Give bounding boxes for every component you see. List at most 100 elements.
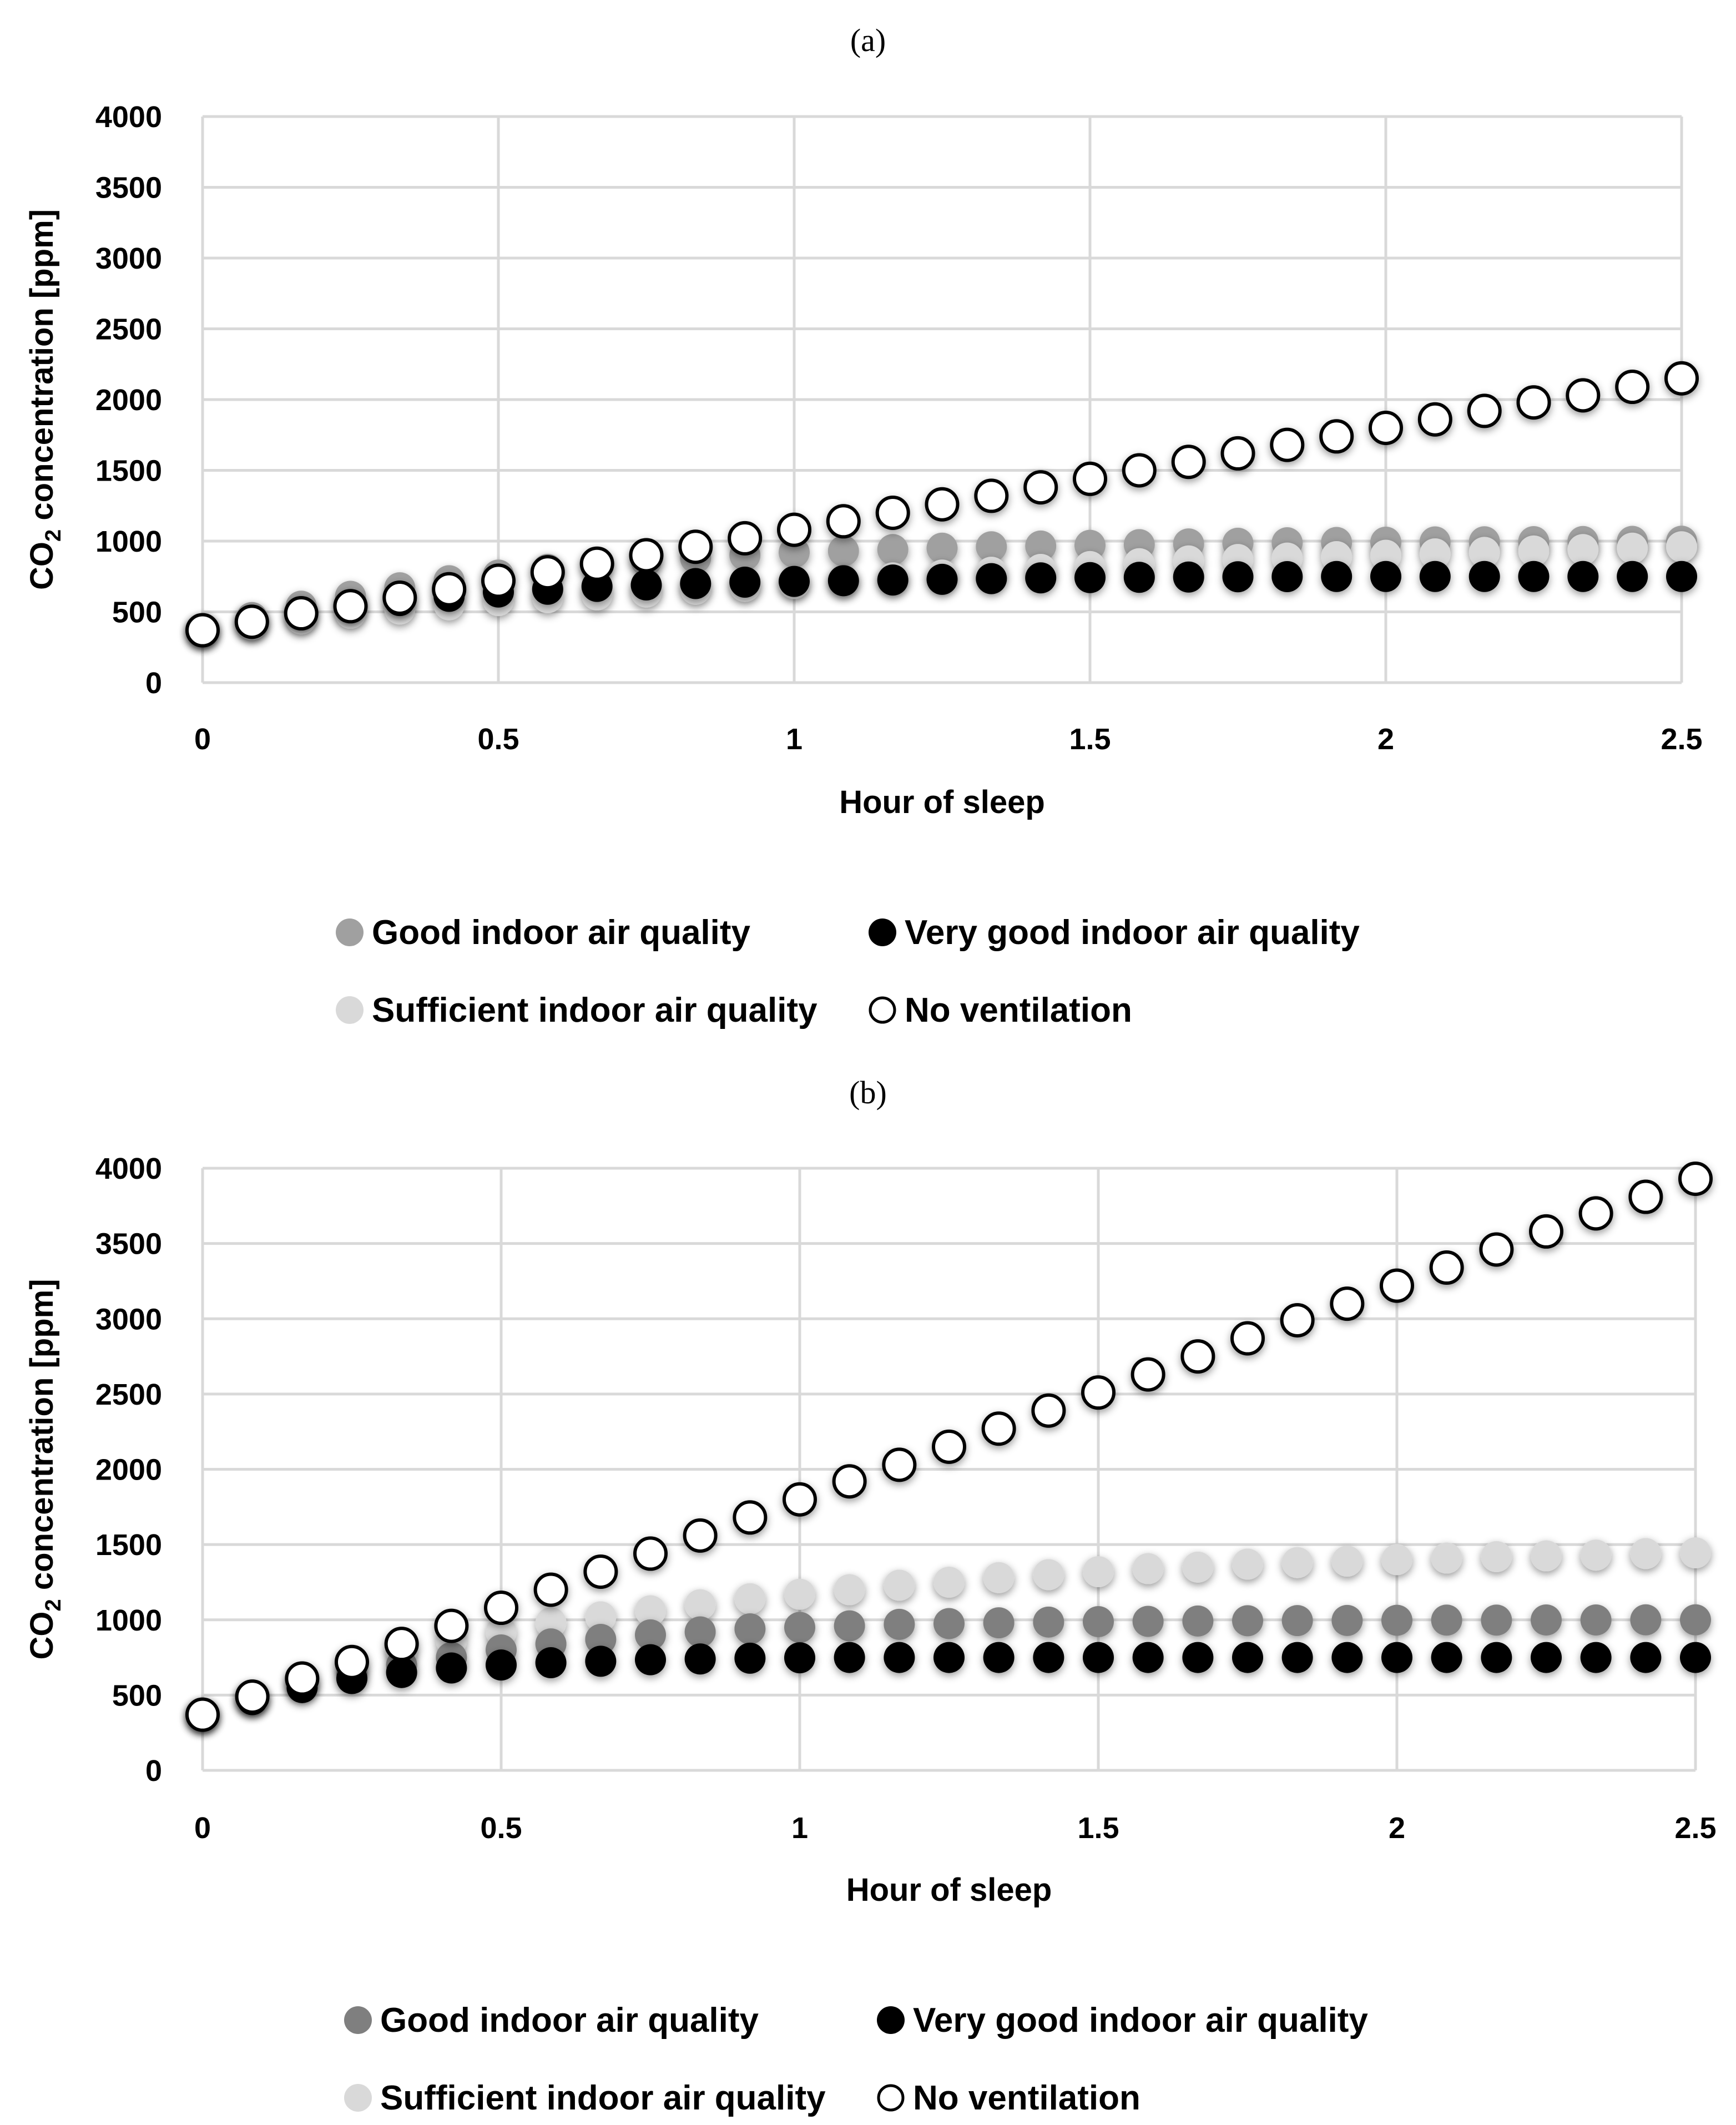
y-tick-label: 500 [112,1679,162,1712]
data-point [1630,1642,1662,1673]
data-point [185,613,220,648]
data-point [234,604,269,639]
x-axis-title: Hour of sleep [846,1872,1052,1908]
data-point [533,1572,568,1607]
data-point [1033,1642,1064,1673]
legend-label: No ventilation [905,991,1132,1029]
data-point [535,1647,567,1679]
y-tick-label: 2000 [95,1453,162,1487]
data-point [1232,1605,1263,1637]
y-tick-label: 500 [112,596,162,629]
data-point [284,596,319,631]
y-tick-label: 3500 [95,171,162,205]
data-point [974,478,1009,513]
data-point [1380,1268,1414,1303]
data-point [1173,561,1204,593]
x-tick-label: 1.5 [1069,723,1111,756]
y-tick-label: 2500 [95,1378,162,1411]
data-point [884,1642,915,1673]
data-point [1122,453,1157,488]
y-tick-label: 3000 [95,1303,162,1336]
data-point [1630,1604,1662,1636]
chart-panel-b: (b) 0 500 1000 1500 2000 2500 3000 3500 4000 0 0.5 1… [24,1074,1717,2117]
x-axis-title: Hour of sleep [839,784,1045,820]
data-point [1516,385,1551,420]
legend-marker [877,2006,905,2034]
data-point [1033,1559,1064,1591]
data-point [684,1616,716,1648]
data-point [1481,1604,1512,1636]
data-point [733,1500,768,1535]
data-point [1281,1547,1313,1578]
data-point [1580,1604,1612,1636]
y-axis-title-prefix: CO [24,542,60,590]
data-point [1381,1604,1412,1636]
legend-marker [336,996,364,1024]
panel-label: (b) [849,1074,887,1111]
data-point [1123,562,1155,593]
legend-label: No ventilation [913,2079,1140,2117]
legend-label: Good indoor air quality [372,913,751,952]
data-point [1664,361,1699,396]
legend-item: Sufficient indoor air quality [344,2079,826,2117]
data-point [1270,427,1305,462]
data-point [926,532,958,564]
data-point [1680,1604,1711,1636]
data-point [1331,1642,1363,1673]
data-point [1319,419,1354,454]
data-point [1680,1537,1711,1569]
data-point [884,1608,915,1640]
x-tick-label: 2.5 [1661,723,1702,756]
data-point [1431,1642,1462,1673]
data-point [1531,1604,1562,1636]
data-point [1074,529,1106,561]
data-point [382,581,417,615]
data-point [1417,402,1452,437]
data-point [926,563,958,595]
data-point [1578,1196,1613,1231]
data-point [983,1642,1015,1673]
data-point [882,1447,917,1482]
x-tick-label: 1 [791,1811,808,1845]
legend-item: No ventilation [869,991,1132,1029]
legend-item: Very good indoor air quality [877,2001,1368,2040]
y-axis-title: CO2 concentration [ppm] [24,1279,65,1659]
data-point [1182,1605,1214,1637]
data-point [1429,1250,1464,1285]
y-tick-label: 3500 [95,1228,162,1261]
x-tick-label: 2 [1377,723,1394,756]
data-point [779,566,810,597]
data-point [1132,1642,1164,1673]
x-tick-label: 0 [194,723,211,756]
legend-marker [344,2006,372,2034]
data-point [1271,561,1303,593]
data-point [1281,1605,1313,1637]
data-point [1531,1540,1562,1572]
data-point [877,534,909,566]
data-point [1567,561,1599,592]
data-point [1031,1393,1066,1428]
data-point [1678,1161,1713,1196]
y-axis-title-suffix: concentration [ppm] [24,209,60,529]
data-point [1081,1375,1116,1410]
legend-label: Very good indoor air quality [905,913,1360,952]
data-point [1479,1232,1514,1267]
data-point [827,535,859,567]
data-point [1331,1604,1363,1636]
data-point [1321,561,1353,592]
y-axis-title-suffix: concentration [ppm] [24,1279,60,1599]
legend-label: Sufficient indoor air quality [372,991,817,1029]
data-point [1232,1548,1263,1580]
y-axis-title-prefix: CO [24,1612,60,1660]
data-point [1481,1541,1512,1572]
data-point [834,1610,865,1642]
data-point [185,1697,220,1732]
data-point [1567,534,1599,566]
data-point [784,1642,815,1674]
series-no-ventilation [185,1161,1713,1732]
data-point [1331,1545,1363,1577]
data-point [530,555,565,590]
data-point [1220,436,1255,471]
legend-item: Sufficient indoor air quality [336,991,817,1029]
